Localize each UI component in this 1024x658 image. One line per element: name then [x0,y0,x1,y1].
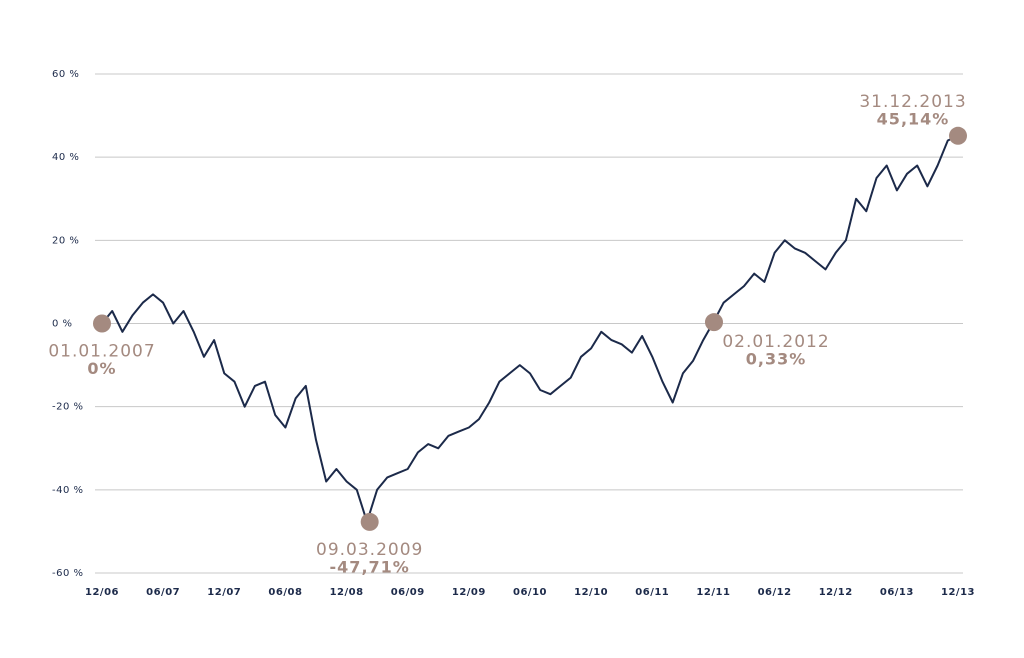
x-tick-label: 12/07 [207,587,241,598]
annotation-value: 0,33% [746,350,807,369]
x-tick-label: 06/12 [758,587,792,598]
x-tick-label: 06/13 [880,587,914,598]
x-tick-label: 06/11 [635,587,669,598]
annotation-marker [949,126,967,145]
x-tick-label: 12/12 [819,587,853,598]
x-tick-label: 12/06 [85,587,119,598]
annotation-marker [704,313,723,332]
annotation-date: 01.01.2007 [48,342,155,362]
y-tick-label: -40 % [52,485,84,496]
y-tick-label: -20 % [52,402,84,413]
x-tick-label: 06/10 [513,587,547,598]
x-tick-label: 12/09 [452,587,486,598]
y-tick-label: 60 % [52,69,79,80]
annotation-value: 0% [87,359,116,378]
annotation-marker [360,512,379,531]
annotation-marker [93,314,111,333]
annotation-date: 31.12.2013 [859,92,966,112]
line [101,134,959,523]
x-tick-label: 12/13 [941,587,975,598]
annotation-date: 02.01.2012 [722,332,829,352]
x-tick-label: 12/08 [330,587,364,598]
x-tick-label: 06/07 [146,587,180,598]
annotation-value: -47,71% [330,557,410,576]
y-tick-label: 20 % [52,235,79,246]
y-tick-label: 0 % [52,319,73,330]
x-tick-label: 12/11 [696,587,730,598]
x-tick-label: 06/08 [268,587,302,598]
x-tick-label: 12/10 [574,587,608,598]
y-tick-label: -60 % [52,568,84,579]
annotation-date: 09.03.2009 [316,540,423,560]
x-tick-label: 06/09 [391,587,425,598]
annotation-value: 45,14% [877,109,950,128]
y-tick-label: 40 % [52,152,79,163]
